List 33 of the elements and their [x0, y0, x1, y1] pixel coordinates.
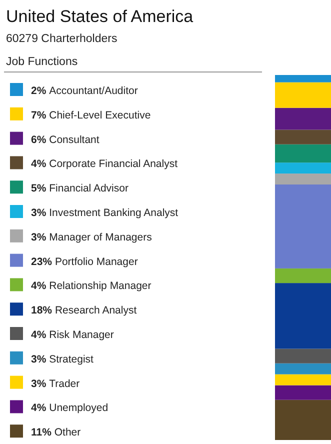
- bar: [275, 268, 331, 284]
- legend-title: Job Functions: [6, 56, 78, 68]
- bar: [275, 348, 331, 364]
- legend-label: 4% Unemployed: [31, 402, 108, 414]
- legend-label: 18% Research Analyst: [31, 304, 137, 317]
- bar: [275, 75, 331, 82]
- legend-label: 4% Relationship Manager: [31, 280, 152, 292]
- legend-label: 23% Portfolio Manager: [31, 256, 138, 268]
- bar: [275, 82, 331, 108]
- bar: [275, 363, 331, 374]
- bar: [275, 400, 331, 440]
- legend-label: 5% Financial Advisor: [31, 182, 129, 195]
- bar: [275, 144, 331, 163]
- bar: [275, 385, 331, 400]
- legend-label: 6% Consultant: [31, 134, 100, 146]
- legend-label: 2% Accountant/Auditor: [31, 85, 138, 97]
- legend-label: 3% Investment Banking Analyst: [31, 207, 178, 219]
- legend-label: 3% Manager of Managers: [31, 231, 152, 244]
- bar: [275, 374, 331, 386]
- bar: [275, 174, 331, 184]
- legend-label: 4% Corporate Financial Analyst: [31, 158, 178, 170]
- bar: [275, 184, 331, 268]
- text: United States of America: [6, 7, 194, 26]
- bar: [275, 283, 331, 349]
- legend-label: 3% Strategist: [31, 353, 94, 366]
- legend-label: 3% Trader: [31, 378, 80, 390]
- bar: [275, 130, 331, 144]
- legend-label: 7% Chief-Level Executive: [31, 109, 151, 122]
- bar: [275, 108, 331, 130]
- text: 60279 Charterholders: [6, 33, 118, 45]
- legend-label: 11% Other: [31, 426, 82, 439]
- legend-label: 4% Risk Manager: [31, 329, 114, 341]
- bar: [275, 162, 331, 174]
